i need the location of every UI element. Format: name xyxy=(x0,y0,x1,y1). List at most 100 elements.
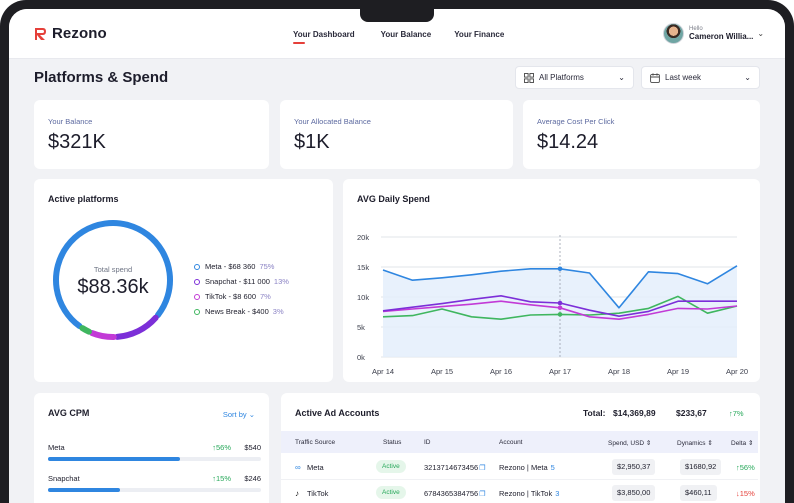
account-count[interactable]: 3 xyxy=(555,489,560,498)
card-title: Active Ad Accounts xyxy=(295,408,380,418)
legend-item-news-break: News Break - $400 3% xyxy=(194,304,289,319)
highlight-point xyxy=(557,266,563,272)
cpm-row-meta: Meta ↑56% $540 xyxy=(48,443,261,461)
column-header-status[interactable]: Status xyxy=(383,439,402,446)
chevron-down-icon: ⌄ xyxy=(757,29,765,38)
cpm-row-snapchat: Snapchat ↑15% $246 xyxy=(48,474,261,492)
total-spend: $14,369,89 xyxy=(613,408,656,418)
y-tick-label: 0k xyxy=(357,353,365,362)
highlight-point xyxy=(557,305,563,311)
traffic-source-name: TikTok xyxy=(307,489,329,498)
kpi-value: $321K xyxy=(48,131,106,153)
y-tick-label: 5k xyxy=(357,323,365,332)
legend-label: Meta - $68 360 xyxy=(205,262,256,271)
donut-total: $88.36k xyxy=(77,276,149,298)
brand-name: Rezono xyxy=(52,25,107,42)
y-tick-label: 10k xyxy=(357,293,369,302)
column-header-dynamics[interactable]: Dynamics ⇕ xyxy=(677,440,713,447)
column-header-spend[interactable]: Spend, USD ⇕ xyxy=(608,440,652,447)
grid-icon xyxy=(524,72,534,83)
app-screen: Rezono Your Dashboard Your Balance Your … xyxy=(9,9,785,503)
account-id: 3213714673456 xyxy=(424,463,479,472)
kpi-card-avg-cpc: Average Cost Per Click $14.24 xyxy=(523,100,760,169)
cpm-progress-fill xyxy=(48,457,181,461)
copy-icon[interactable]: ❐ xyxy=(479,491,486,498)
account-count[interactable]: 5 xyxy=(550,463,555,472)
user-menu[interactable]: Hello Cameron Willia... ⌄ xyxy=(663,23,764,44)
nav-your-dashboard[interactable]: Your Dashboard xyxy=(293,30,355,44)
spend-cell: $2,950,37 xyxy=(612,459,656,475)
chevron-down-icon: ⌄ xyxy=(744,73,751,82)
column-header-account[interactable]: Account xyxy=(499,439,523,446)
account-id-cell: 6784365384756❐ xyxy=(424,489,486,498)
x-tick-label: Apr 19 xyxy=(667,367,689,376)
column-header-id[interactable]: ID xyxy=(424,439,431,446)
donut-segment xyxy=(53,220,173,330)
active-ad-accounts-card: Active Ad Accounts Total: $14,369,89 $23… xyxy=(281,393,760,503)
spend-cell: $3,850,00 xyxy=(612,485,656,501)
legend-pct: 3% xyxy=(272,307,284,316)
account-name: Rezono | TikTok xyxy=(499,489,553,498)
dynamics-cell: $1680,92 xyxy=(680,459,722,475)
period-filter-dropdown[interactable]: Last week ⌄ xyxy=(641,66,760,89)
legend-label: Snapchat - $11 000 xyxy=(205,277,270,286)
main-nav: Your Dashboard Your Balance Your Finance xyxy=(293,30,504,44)
x-tick-label: Apr 15 xyxy=(431,367,453,376)
sort-by-button[interactable]: Sort by ⌄ xyxy=(222,410,255,419)
chart-title: AVG Daily Spend xyxy=(357,194,430,204)
platform-filter-dropdown[interactable]: All Platforms ⌄ xyxy=(515,66,634,89)
meta-icon: ∞ xyxy=(295,463,301,472)
highlight-point xyxy=(557,300,563,306)
kpi-label: Your Balance xyxy=(48,117,93,126)
nav-your-balance[interactable]: Your Balance xyxy=(381,30,432,39)
cpm-value: $246 xyxy=(244,474,261,483)
column-header-traffic-source[interactable]: Traffic Source xyxy=(295,439,336,446)
account-id: 6784365384756 xyxy=(424,489,479,498)
legend-item-tiktok: TikTok - $8 600 7% xyxy=(194,289,289,304)
avg-daily-spend-card: AVG Daily Spend 0k 5k 10k 15k 20k Apr 14 Apr 1… xyxy=(343,179,760,382)
platform-legend: Meta - $68 360 75% Snapchat - $11 000 13… xyxy=(194,259,289,319)
user-name: Cameron Willia... xyxy=(689,32,754,41)
legend-dot xyxy=(194,293,200,300)
column-header-delta[interactable]: Delta ⇕ xyxy=(731,440,754,447)
delta-cell: ↓15% xyxy=(736,489,755,498)
y-tick-label: 20k xyxy=(357,233,369,242)
account-name-cell: Rezono | TikTok 3 xyxy=(499,489,559,498)
table-row[interactable]: ♪ TikTok Active 6784365384756❐ Rezono | T… xyxy=(281,480,758,503)
page-title: Platforms & Spend xyxy=(34,69,169,86)
y-tick-label: 15k xyxy=(357,263,369,272)
cpm-progress-track xyxy=(48,488,261,492)
cpm-delta: ↑15% xyxy=(212,474,231,483)
total-label: Total: xyxy=(583,408,606,418)
copy-icon[interactable]: ❐ xyxy=(479,465,486,472)
active-platforms-card: Active platforms Total spend $88.36k Met… xyxy=(34,179,333,382)
platform-filter-value: All Platforms xyxy=(539,73,584,82)
status-badge: Active xyxy=(376,460,406,473)
account-name-cell: Rezono | Meta 5 xyxy=(499,463,555,472)
nav-your-finance[interactable]: Your Finance xyxy=(454,30,504,39)
kpi-label: Average Cost Per Click xyxy=(537,117,615,126)
spend-donut-chart: Total spend $88.36k xyxy=(50,217,176,348)
camera-notch xyxy=(360,0,434,22)
table-header: Traffic Source Status ID Account Spend, … xyxy=(281,431,758,453)
x-tick-label: Apr 18 xyxy=(608,367,630,376)
traffic-source-cell: ♪ TikTok xyxy=(295,489,328,498)
total-delta: ↑7% xyxy=(729,409,744,418)
cpm-platform-name: Meta xyxy=(48,443,65,452)
x-tick-label: Apr 14 xyxy=(372,367,394,376)
cpm-delta: ↑56% xyxy=(212,443,231,452)
tiktok-icon: ♪ xyxy=(295,489,299,498)
nav-label: Your Finance xyxy=(454,30,505,39)
brand-logo[interactable]: Rezono xyxy=(34,25,107,42)
status-badge: Active xyxy=(376,486,406,499)
account-name: Rezono | Meta xyxy=(499,463,548,472)
donut-caption: Total spend xyxy=(93,265,133,274)
x-tick-label: Apr 20 xyxy=(726,367,748,376)
calendar-icon xyxy=(650,72,660,83)
cpm-value: $540 xyxy=(244,443,261,452)
table-row[interactable]: ∞ Meta Active 3213714673456❐ Rezono | Met… xyxy=(281,454,758,480)
rezono-logo-icon xyxy=(34,27,47,41)
account-id-cell: 3213714673456❐ xyxy=(424,463,486,472)
avatar xyxy=(663,23,684,44)
